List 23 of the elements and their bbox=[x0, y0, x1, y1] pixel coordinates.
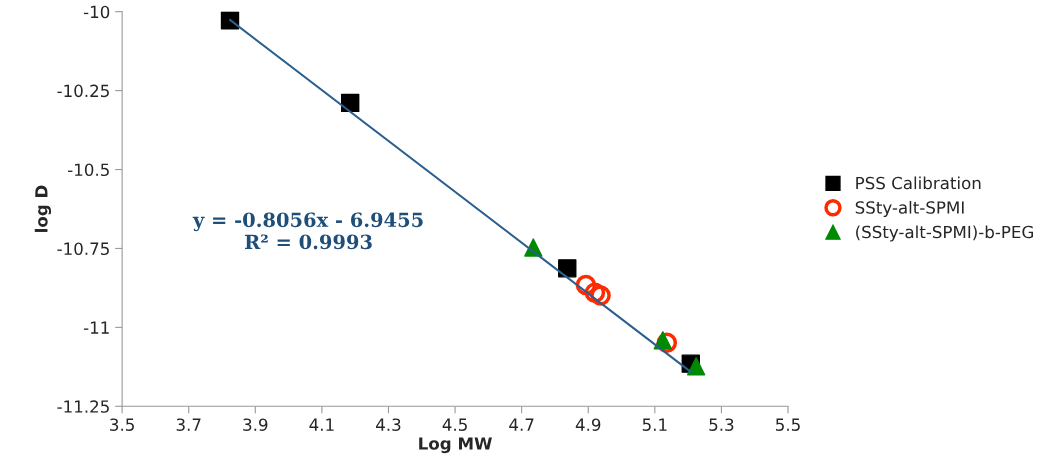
y-tick-label: -10 bbox=[83, 5, 110, 19]
y-tick-label: -10.25 bbox=[57, 84, 109, 98]
x-tick-label: 4.3 bbox=[376, 418, 401, 431]
x-axis-title: Log MW bbox=[419, 437, 492, 454]
legend-label: SSty-alt-SPMI bbox=[855, 200, 964, 218]
x-tick-label: 4.9 bbox=[575, 418, 601, 431]
y-tick-label: -11.25 bbox=[57, 400, 109, 413]
legend-label: (SSty-alt-SPMI)-b-PEG bbox=[856, 225, 1033, 242]
y-tick-label: -10.5 bbox=[68, 163, 109, 177]
x-tick-label: 4.5 bbox=[442, 418, 467, 431]
legend-label: PSS Calibration bbox=[856, 176, 981, 190]
x-tick-label: 3.9 bbox=[243, 418, 268, 431]
x-tick-label: 3.7 bbox=[176, 418, 201, 431]
y-axis-title: log D bbox=[34, 185, 52, 232]
x-tick-label: 5.3 bbox=[709, 418, 734, 431]
x-tick-label: 4.1 bbox=[309, 418, 334, 431]
x-tick-label: 5.1 bbox=[642, 418, 667, 431]
x-tick-label: 3.5 bbox=[110, 418, 134, 431]
y-tick-label: -11 bbox=[83, 321, 109, 334]
y-tick-label: -10.75 bbox=[57, 242, 109, 256]
x-tick-label: 4.7 bbox=[509, 418, 534, 431]
annotation: y = -0.8056x - 6.9455 R² = 0.9993 bbox=[192, 212, 423, 250]
x-tick-label: 5.5 bbox=[776, 418, 800, 431]
